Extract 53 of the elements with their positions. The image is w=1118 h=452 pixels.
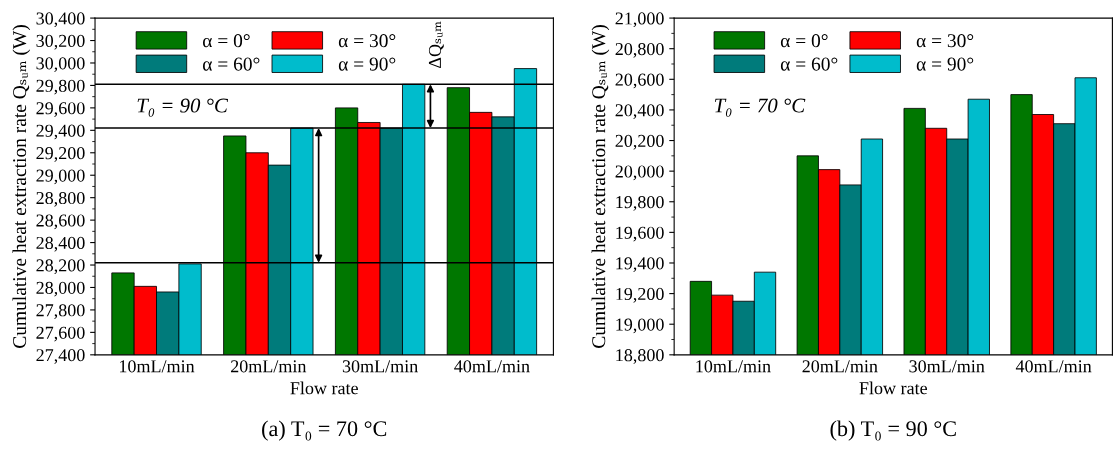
- x-tick-label: 40mL/min: [1015, 360, 1092, 373]
- x-tick-label: 30mL/min: [342, 360, 418, 373]
- annotation: ΔQₛᵤₘ: [428, 21, 444, 68]
- legend-label: α = 30°: [338, 34, 396, 48]
- y-tick-label: 18,800: [616, 349, 664, 364]
- y-tick-label: 19,400: [616, 257, 664, 273]
- y-tick-label: 19,200: [616, 287, 664, 303]
- legend-label: α = 30°: [916, 34, 974, 48]
- annotation: T₀ = 70 °C: [714, 98, 806, 117]
- y-tick-label: 20,800: [615, 42, 664, 58]
- y-tick-label: 30,200: [36, 34, 85, 50]
- y-tick-label: 20,000: [615, 165, 664, 181]
- y-tick-label: 28,800: [36, 191, 85, 207]
- y-tick-label: 29,200: [36, 147, 85, 162]
- y-tick-label: 28,200: [36, 259, 85, 275]
- legend-label: α = 90°: [916, 57, 974, 71]
- y-tick-label: 30,000: [36, 57, 85, 73]
- x-axis-title: Flow rate: [290, 381, 358, 395]
- y-tick-label: 20,600: [615, 73, 664, 89]
- x-tick-label: 10mL/min: [119, 360, 195, 373]
- text: (b) T₀ = 90 °C: [830, 420, 956, 441]
- annotation: T₀ = 90 °C: [137, 98, 229, 117]
- y-tick-label: 29,800: [36, 79, 85, 95]
- y-tick-label: 28,400: [36, 236, 85, 252]
- text: (a) T₀ = 70 °C: [262, 420, 387, 441]
- y-tick-label: 28,000: [36, 281, 85, 297]
- x-tick-label: 10mL/min: [696, 360, 771, 373]
- y-axis-title: Cumulative heat extraction rate Qₛᵤₘ (W): [12, 25, 31, 348]
- y-tick-label: 21,000: [615, 12, 664, 28]
- y-tick-label: 20,200: [615, 134, 664, 150]
- x-tick-label: 30mL/min: [909, 360, 985, 373]
- legend-label: α = 90°: [338, 57, 396, 71]
- y-tick-label: 30,400: [36, 12, 85, 28]
- y-tick-label: 19,000: [616, 318, 664, 334]
- y-tick-label: 27,600: [36, 326, 85, 342]
- legend-label: α = 0°: [203, 34, 250, 48]
- y-tick-label: 20,400: [615, 104, 664, 119]
- y-tick-label: 19,600: [616, 226, 664, 242]
- y-tick-label: 28,600: [36, 214, 85, 230]
- x-tick-label: 40mL/min: [454, 360, 530, 373]
- x-axis-title: Flow rate: [859, 381, 927, 395]
- x-tick-label: 20mL/min: [231, 360, 307, 373]
- y-tick-label: 29,400: [36, 124, 85, 140]
- y-axis-title: Cumulative heat extraction rate Qₛᵤₘ (W): [591, 25, 610, 348]
- legend-label: α = 60°: [203, 57, 260, 71]
- y-tick-label: 27,800: [36, 304, 85, 319]
- x-tick-label: 20mL/min: [802, 360, 878, 373]
- legend-label: α = 0°: [780, 34, 828, 48]
- y-tick-label: 27,400: [36, 349, 85, 364]
- y-tick-label: 19,800: [616, 196, 664, 211]
- y-tick-label: 29,000: [36, 169, 85, 185]
- y-tick-label: 29,600: [36, 102, 85, 117]
- legend-label: α = 60°: [780, 57, 838, 71]
